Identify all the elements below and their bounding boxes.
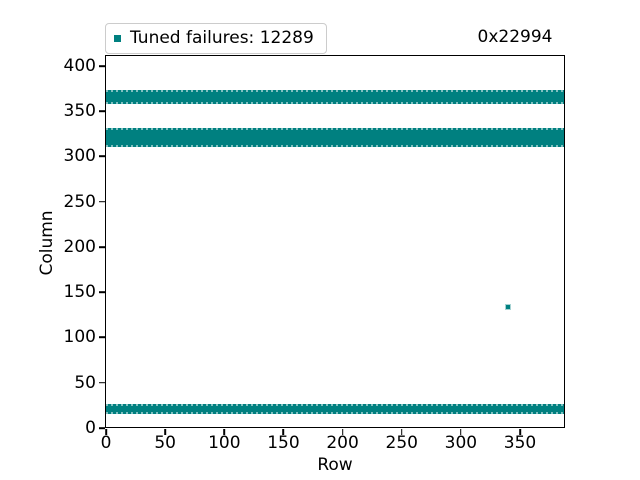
y-tick-label: 150 <box>63 282 96 303</box>
y-tick-mark <box>99 291 105 294</box>
x-tick-label: 50 <box>154 433 176 453</box>
y-tick-label: 50 <box>74 372 96 393</box>
y-tick-label: 100 <box>63 327 96 348</box>
y-tick-label: 350 <box>63 101 96 122</box>
y-tick-label: 200 <box>63 236 96 257</box>
legend-label: Tuned failures: 12289 <box>130 28 314 48</box>
x-tick-label: 350 <box>503 433 537 453</box>
legend-square-marker-icon <box>114 35 121 43</box>
failure-band <box>106 127 565 147</box>
x-tick-mark <box>400 429 403 435</box>
y-tick-label: 0 <box>85 417 96 438</box>
y-tick-mark <box>99 381 105 384</box>
y-tick-mark <box>99 110 105 112</box>
x-tick-mark <box>282 429 285 435</box>
x-tick-mark <box>164 429 166 435</box>
y-tick-label: 300 <box>63 146 96 167</box>
y-tick-mark <box>99 246 105 248</box>
x-tick-mark <box>105 429 107 435</box>
x-tick-mark <box>341 429 344 435</box>
y-tick-label: 250 <box>63 191 96 212</box>
x-tick-label: 100 <box>208 433 241 453</box>
x-tick-mark <box>519 429 521 435</box>
scatter-point <box>505 303 512 310</box>
x-tick-label: 250 <box>385 433 418 453</box>
y-tick-label: 400 <box>63 55 96 76</box>
plot-area <box>106 56 565 428</box>
y-tick-mark <box>99 200 105 203</box>
y-tick-mark <box>99 155 105 158</box>
chart-title: 0x22994 <box>477 27 553 47</box>
x-tick-mark <box>460 429 462 435</box>
x-tick-label: 200 <box>326 433 359 453</box>
failure-band <box>106 403 565 415</box>
y-tick-mark <box>99 65 105 67</box>
failure-band <box>106 90 565 104</box>
x-tick-label: 0 <box>100 433 112 453</box>
x-tick-label: 150 <box>267 433 300 453</box>
y-tick-mark <box>99 336 105 339</box>
x-tick-label: 300 <box>444 433 478 453</box>
y-axis-label: Column <box>37 210 57 276</box>
legend: Tuned failures: 12289 <box>105 23 327 55</box>
y-tick-mark <box>99 427 105 429</box>
x-axis-label: Row <box>317 455 353 475</box>
x-tick-mark <box>223 429 226 435</box>
